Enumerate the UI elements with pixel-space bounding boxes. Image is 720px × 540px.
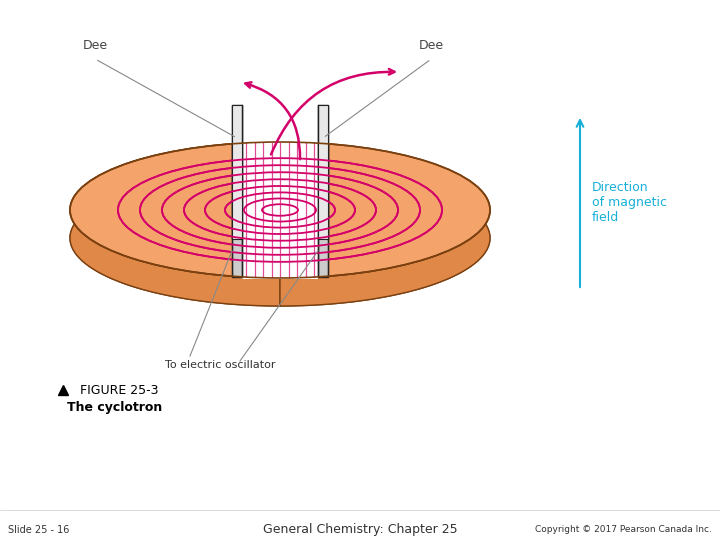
Text: General Chemistry: Chapter 25: General Chemistry: Chapter 25 xyxy=(263,523,457,537)
Text: FIGURE 25-3: FIGURE 25-3 xyxy=(80,383,158,396)
Polygon shape xyxy=(232,143,242,276)
Polygon shape xyxy=(280,179,490,306)
Polygon shape xyxy=(318,143,328,276)
Polygon shape xyxy=(232,105,242,239)
Text: The cyclotron: The cyclotron xyxy=(67,402,162,415)
Polygon shape xyxy=(242,140,318,279)
Polygon shape xyxy=(318,105,328,239)
Text: Copyright © 2017 Pearson Canada Inc.: Copyright © 2017 Pearson Canada Inc. xyxy=(535,525,712,535)
Ellipse shape xyxy=(70,170,490,306)
Polygon shape xyxy=(232,105,242,239)
Ellipse shape xyxy=(70,142,490,278)
Text: Slide 25 - 16: Slide 25 - 16 xyxy=(8,525,69,535)
Polygon shape xyxy=(318,105,328,239)
Text: Direction
of magnetic
field: Direction of magnetic field xyxy=(592,181,667,224)
Polygon shape xyxy=(70,142,280,306)
Text: Dee: Dee xyxy=(418,39,444,52)
Text: Dee: Dee xyxy=(83,39,108,52)
Text: To electric oscillator: To electric oscillator xyxy=(165,360,275,370)
